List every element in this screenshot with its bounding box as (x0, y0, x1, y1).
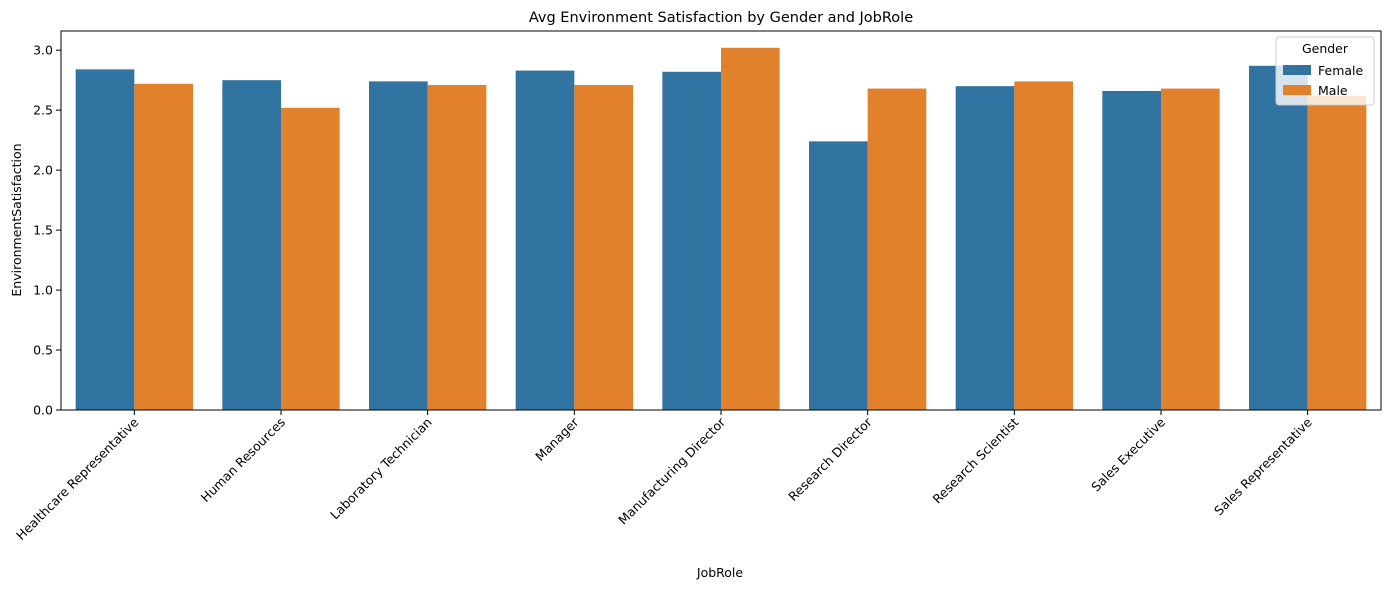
plot-frame (60, 30, 1382, 411)
y-tick-label: 2.0 (33, 163, 53, 178)
bar-female-8 (1249, 65, 1308, 410)
bar-female-7 (1102, 90, 1161, 410)
x-tick-label: Research Director (785, 414, 875, 504)
bar-male-3 (574, 84, 633, 410)
y-tick-label: 1.0 (33, 283, 53, 298)
legend-swatch-male (1283, 85, 1311, 95)
bar-male-8 (1307, 95, 1367, 411)
bar-male-4 (721, 47, 780, 410)
x-tick-label: Human Resources (198, 415, 288, 505)
bar-male-6 (1014, 81, 1073, 411)
bar-male-7 (1161, 88, 1220, 411)
x-axis-label: JobRole (696, 565, 744, 580)
chart-title: Avg Environment Satisfaction by Gender a… (529, 10, 913, 26)
x-tick-label: Sales Representative (1211, 414, 1315, 518)
x-tick-label: Manager (532, 414, 582, 464)
x-tick-label: Healthcare Representative (13, 414, 142, 543)
bar-male-5 (867, 88, 927, 411)
x-axis: Healthcare Representative Human Resources… (13, 410, 1315, 543)
bar-female-1 (222, 80, 281, 411)
legend-title: Gender (1302, 41, 1349, 56)
y-axis: 0.0 0.5 1.0 1.5 2.0 2.5 3.0 (33, 43, 61, 418)
legend-label-female: Female (1318, 63, 1364, 78)
x-tick-label: Laboratory Technician (327, 415, 435, 523)
legend-label-male: Male (1318, 83, 1348, 98)
y-tick-label: 0.5 (33, 343, 53, 358)
y-tick-label: 3.0 (33, 43, 53, 58)
bar-male-2 (427, 84, 487, 410)
x-tick-label: Sales Executive (1088, 414, 1168, 494)
bar-female-4 (662, 71, 721, 411)
bar-female-6 (955, 86, 1015, 410)
y-tick-label: 2.5 (33, 103, 53, 118)
bar-female-0 (75, 69, 135, 410)
bar-female-2 (369, 81, 428, 411)
legend-swatch-female (1283, 65, 1311, 75)
y-axis-label: EnvironmentSatisfaction (9, 143, 24, 296)
legend: Gender Female Male (1275, 36, 1375, 106)
x-tick-label: Research Scientist (930, 414, 1022, 506)
y-tick-label: 1.5 (33, 223, 53, 238)
bar-female-5 (809, 141, 868, 410)
bar-male-0 (134, 83, 193, 410)
bars-group (75, 47, 1367, 411)
x-tick-label: Manufacturing Director (615, 414, 729, 528)
bar-female-3 (515, 70, 575, 411)
bar-male-1 (281, 107, 340, 410)
y-tick-label: 0.0 (33, 403, 53, 418)
